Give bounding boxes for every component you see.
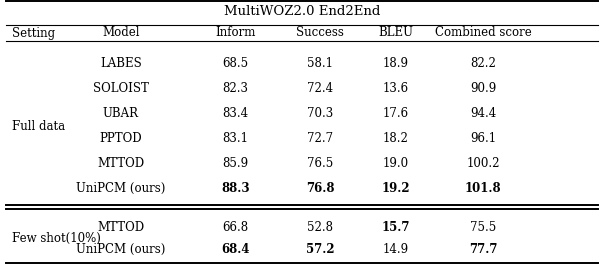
Text: 75.5: 75.5	[470, 220, 496, 234]
Text: BLEU: BLEU	[378, 26, 413, 40]
Text: Setting: Setting	[12, 26, 55, 40]
Text: 94.4: 94.4	[470, 107, 496, 120]
Text: 58.1: 58.1	[307, 57, 333, 70]
Text: 85.9: 85.9	[222, 157, 249, 170]
Text: 90.9: 90.9	[470, 82, 496, 95]
Text: UniPCM (ours): UniPCM (ours)	[76, 182, 165, 195]
Text: 68.4: 68.4	[221, 243, 250, 256]
Text: UBAR: UBAR	[103, 107, 139, 120]
Text: 77.7: 77.7	[469, 243, 498, 256]
Text: 66.8: 66.8	[222, 220, 249, 234]
Text: 13.6: 13.6	[382, 82, 409, 95]
Text: MTTOD: MTTOD	[97, 220, 144, 234]
Text: Model: Model	[102, 26, 140, 40]
Text: 96.1: 96.1	[470, 132, 496, 145]
Text: 17.6: 17.6	[382, 107, 409, 120]
Text: 19.0: 19.0	[382, 157, 409, 170]
Text: LABES: LABES	[100, 57, 142, 70]
Text: 18.2: 18.2	[383, 132, 408, 145]
Text: 57.2: 57.2	[306, 243, 335, 256]
Text: Success: Success	[296, 26, 344, 40]
Text: MultiWOZ2.0 End2End: MultiWOZ2.0 End2End	[224, 5, 380, 18]
Text: 18.9: 18.9	[382, 57, 409, 70]
Text: 76.5: 76.5	[307, 157, 333, 170]
Text: Combined score: Combined score	[435, 26, 532, 40]
Text: PPTOD: PPTOD	[100, 132, 142, 145]
Text: 14.9: 14.9	[382, 243, 409, 256]
Text: SOLOIST: SOLOIST	[93, 82, 149, 95]
Text: Few shot(10%): Few shot(10%)	[12, 232, 101, 245]
Text: Full data: Full data	[12, 120, 65, 133]
Text: 83.4: 83.4	[222, 107, 249, 120]
Text: UniPCM (ours): UniPCM (ours)	[76, 243, 165, 256]
Text: 101.8: 101.8	[465, 182, 501, 195]
Text: 76.8: 76.8	[306, 182, 335, 195]
Text: 83.1: 83.1	[222, 132, 249, 145]
Text: 100.2: 100.2	[466, 157, 500, 170]
Text: 72.7: 72.7	[307, 132, 333, 145]
Text: 72.4: 72.4	[307, 82, 333, 95]
Text: 19.2: 19.2	[381, 182, 410, 195]
Text: 15.7: 15.7	[381, 220, 410, 234]
Text: Inform: Inform	[216, 26, 255, 40]
Text: 82.2: 82.2	[471, 57, 496, 70]
Text: 82.3: 82.3	[222, 82, 249, 95]
Text: 52.8: 52.8	[307, 220, 333, 234]
Text: 88.3: 88.3	[221, 182, 250, 195]
Text: 70.3: 70.3	[307, 107, 333, 120]
Text: MTTOD: MTTOD	[97, 157, 144, 170]
Text: 68.5: 68.5	[222, 57, 249, 70]
